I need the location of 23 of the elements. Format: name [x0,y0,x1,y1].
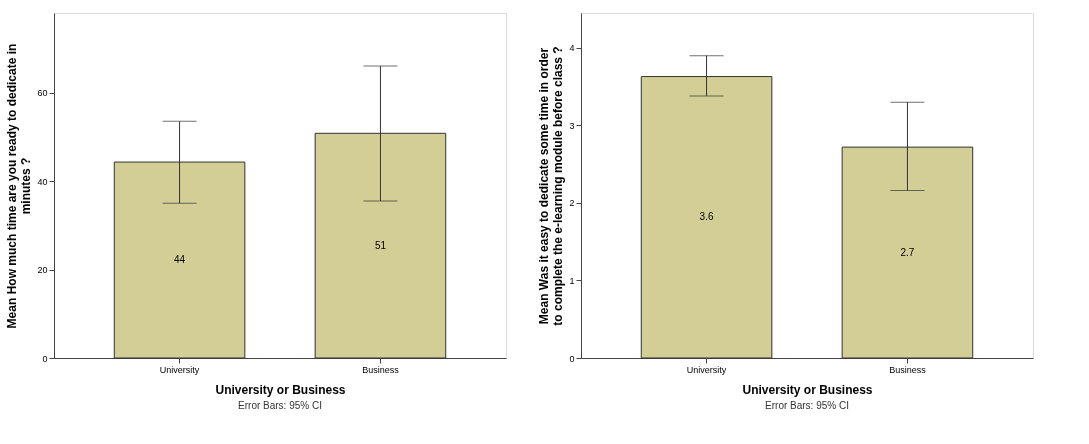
x-tick-label: Business [889,364,927,375]
data-label: 51 [374,239,387,251]
y-axis-title: Mean How much time are you ready to dedicate in minutes ? [5,43,34,329]
x-axis-title: University or Business [215,382,346,397]
y-tick-label: 4 [569,43,575,54]
y-tick-label: 0 [569,353,575,364]
y-tick-label: 60 [37,88,48,99]
data-label: 2.7 [900,246,915,258]
text: Error Bars: 95% CI [765,400,849,411]
y-tick-label: 2 [569,198,575,209]
y-tick-label: 3 [569,120,575,131]
text: Error Bars: 95% CI [238,400,322,411]
x-tick-label: University [686,364,727,375]
y-tick-label: 1 [569,275,575,286]
x-tick-label: Business [362,364,400,375]
y-tick-label: 40 [37,176,48,187]
y-tick-label: 20 [37,265,48,276]
y-tick-label: 0 [42,353,48,364]
x-tick-label: University [159,364,200,375]
y-axis-title: Mean Was it easy to dedicate some time in order to complete the e-learning module before class ? [537,46,566,326]
data-label: 44 [173,254,186,266]
x-axis-title: University or Business [742,382,873,397]
data-label: 3.6 [699,211,714,223]
